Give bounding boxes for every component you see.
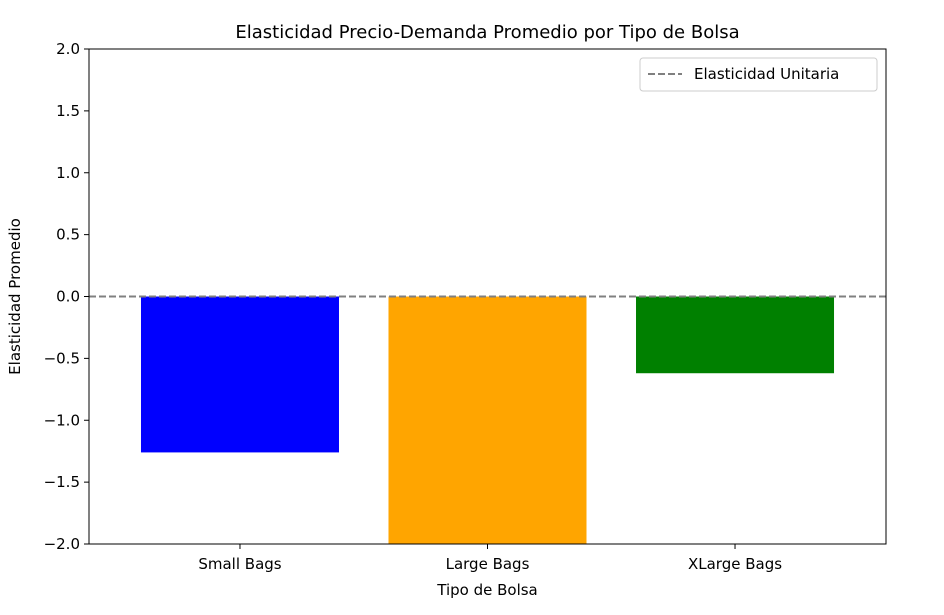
- legend-box: [639, 57, 878, 92]
- y-tick-label: 2.0: [56, 40, 80, 58]
- x-axis-label: Tipo de Bolsa: [436, 581, 538, 599]
- y-tick-label: −1.5: [44, 473, 80, 491]
- y-tick-label: −0.5: [44, 349, 80, 367]
- y-tick-label: 0.0: [56, 288, 80, 306]
- x-tick-label: Large Bags: [446, 555, 530, 573]
- bar-large-bags: [388, 296, 587, 544]
- y-tick-label: −1.0: [44, 411, 80, 429]
- y-tick-label: 1.0: [56, 164, 80, 182]
- chart-title: Elasticidad Precio-Demanda Promedio por …: [235, 22, 739, 43]
- bar-small-bags: [140, 296, 339, 453]
- legend-label: Elasticidad Unitaria: [694, 65, 839, 83]
- y-tick-label: −2.0: [44, 535, 80, 553]
- x-tick-label: XLarge Bags: [688, 555, 782, 573]
- y-tick-label: 1.5: [56, 102, 80, 120]
- y-axis-label: Elasticidad Promedio: [6, 218, 24, 375]
- legend: Elasticidad Unitaria: [639, 57, 878, 92]
- y-tick-label: 0.5: [56, 226, 80, 244]
- bar-xlarge-bags: [636, 296, 835, 374]
- x-tick-label: Small Bags: [198, 555, 281, 573]
